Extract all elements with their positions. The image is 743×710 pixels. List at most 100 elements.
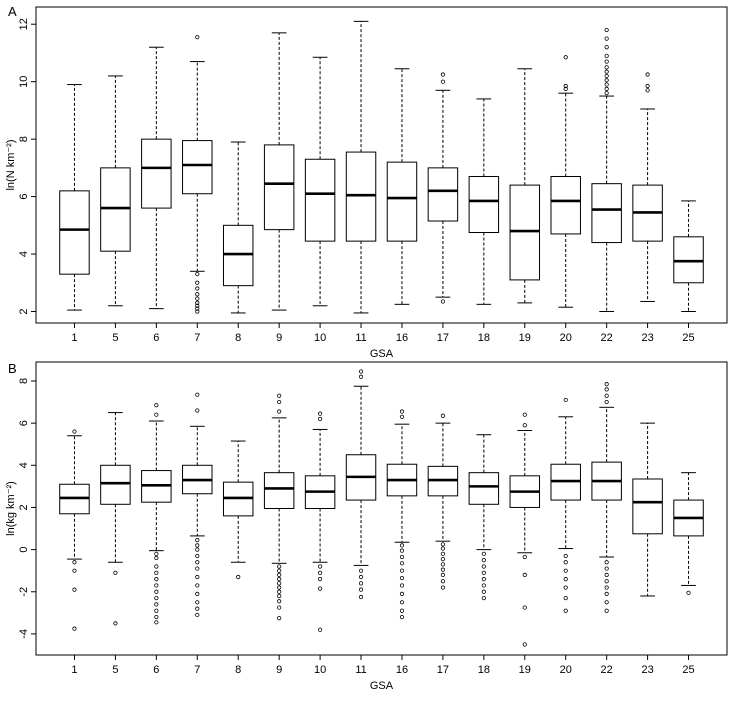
outlier-point (154, 608, 159, 613)
outlier-point (481, 577, 486, 582)
outlier-point (317, 411, 323, 416)
box-gsa-11: 11 (345, 369, 377, 676)
outlier-point (154, 403, 159, 408)
outlier-point (563, 577, 568, 582)
outlier-point (563, 83, 568, 89)
outlier-point (604, 59, 609, 64)
box-gsa-18: 18 (468, 434, 500, 676)
x-tick-label: 16 (396, 664, 408, 676)
outlier-point (72, 568, 77, 573)
y-tick-label: 6 (18, 420, 30, 426)
x-tick-label: 11 (355, 664, 366, 676)
outlier-point (563, 397, 568, 403)
iqr-box (509, 184, 541, 281)
outlier-point (358, 574, 364, 580)
x-tick-label: 6 (153, 332, 159, 344)
box-gsa-19: 19 (509, 68, 541, 344)
box-gsa-9: 9 (263, 393, 295, 676)
outlier-point (604, 65, 609, 70)
outlier-point (195, 280, 200, 285)
panel-label: B (8, 361, 17, 376)
outlier-point (481, 551, 486, 556)
box-gsa-25: 25 (673, 472, 704, 676)
outlier-point (277, 572, 282, 577)
x-tick-label: 22 (601, 664, 613, 676)
y-axis-title: ln(kg km⁻²) (5, 481, 17, 536)
outlier-point (604, 382, 609, 387)
outlier-point (195, 591, 200, 596)
outlier-point (440, 567, 446, 572)
outlier-point (154, 602, 159, 607)
outlier-point (277, 605, 282, 610)
box-gsa-1: 1 (59, 429, 90, 676)
outlier-point (277, 599, 282, 604)
x-axis-title: GSA (370, 348, 394, 360)
y-tick-label: 8 (18, 136, 30, 142)
outlier-point (195, 543, 200, 548)
outlier-point (317, 586, 323, 591)
outlier-point (604, 27, 609, 33)
outlier-point (440, 72, 446, 77)
outlier-point (604, 91, 609, 96)
panel-b: B -4 -2 0 2 4 6 8 ln(kg km⁻²) GSA 1 5 6 7 8 9 10 11 16 17 18… (5, 361, 728, 692)
x-tick-label: 1 (71, 332, 77, 344)
x-tick-label: 5 (112, 664, 118, 676)
outlier-point (195, 303, 200, 308)
box-gsa-6: 6 (141, 46, 172, 344)
outlier-point (195, 296, 200, 301)
box-gsa-1: 1 (59, 84, 90, 344)
box-gsa-7: 7 (182, 35, 213, 344)
outlier-point (604, 399, 609, 405)
outlier-point (358, 568, 364, 573)
outlier-point (399, 568, 405, 573)
outlier-point (195, 583, 200, 588)
box-gsa-19: 19 (509, 412, 541, 676)
outlier-point (195, 300, 200, 305)
x-tick-label: 23 (641, 332, 653, 344)
y-axis-title: ln(N km⁻²) (5, 139, 17, 190)
outlier-point (399, 561, 405, 566)
outlier-point (277, 581, 282, 586)
outlier-point (195, 560, 200, 565)
iqr-box (632, 478, 663, 535)
outlier-point (604, 560, 609, 565)
outlier-point (113, 621, 118, 626)
outlier-point (195, 392, 200, 397)
outlier-point (563, 86, 568, 91)
outlier-point (440, 585, 446, 590)
y-tick-label: 6 (18, 194, 30, 200)
outlier-point (154, 555, 159, 561)
outlier-point (195, 408, 200, 413)
panel-a: A 2 4 6 8 10 12 ln(N km⁻²) GSA 1 5 6 7 8 9 10 11 16 17 18 19… (5, 4, 728, 360)
outlier-point (195, 306, 200, 311)
outlier-point (440, 546, 446, 551)
outlier-point (277, 616, 282, 621)
iqr-box (182, 140, 213, 195)
outlier-point (604, 86, 609, 91)
box-gsa-23: 23 (632, 72, 663, 344)
outlier-point (195, 272, 200, 277)
outlier-point (277, 564, 282, 569)
outlier-point (154, 564, 159, 569)
outlier-point (563, 595, 568, 601)
outlier-point (440, 413, 446, 418)
outlier-point (195, 309, 200, 314)
x-tick-label: 5 (112, 332, 118, 344)
x-tick-label: 20 (560, 664, 572, 676)
outlier-point (604, 82, 609, 87)
outlier-point (154, 412, 159, 417)
outlier-point (72, 626, 77, 631)
outlier-point (399, 543, 405, 548)
box-gsa-6: 6 (141, 403, 172, 676)
x-tick-label: 10 (314, 332, 326, 344)
outlier-point (481, 570, 486, 575)
outlier-point (604, 69, 609, 74)
box-gsa-8: 8 (222, 440, 254, 676)
outlier-point (154, 577, 159, 582)
box-gsa-25: 25 (673, 200, 704, 344)
x-tick-label: 17 (437, 664, 449, 676)
x-tick-label: 19 (519, 664, 531, 676)
iqr-box (304, 158, 336, 242)
outlier-point (277, 393, 282, 398)
